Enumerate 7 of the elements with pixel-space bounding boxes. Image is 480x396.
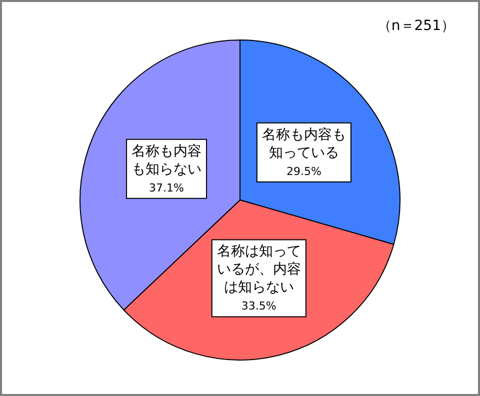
slice-label: 名称も内容も知っている [262, 126, 346, 161]
data-label: 29.5% [286, 164, 322, 178]
data-label: 33.5% [241, 300, 276, 313]
slice-label: 名称も内容も知らない [132, 143, 202, 178]
text: （n＝251） [377, 18, 455, 34]
data-label: 37.1% [149, 181, 184, 194]
slice-label: 名称は知っているが、内容は知らない [216, 244, 301, 296]
